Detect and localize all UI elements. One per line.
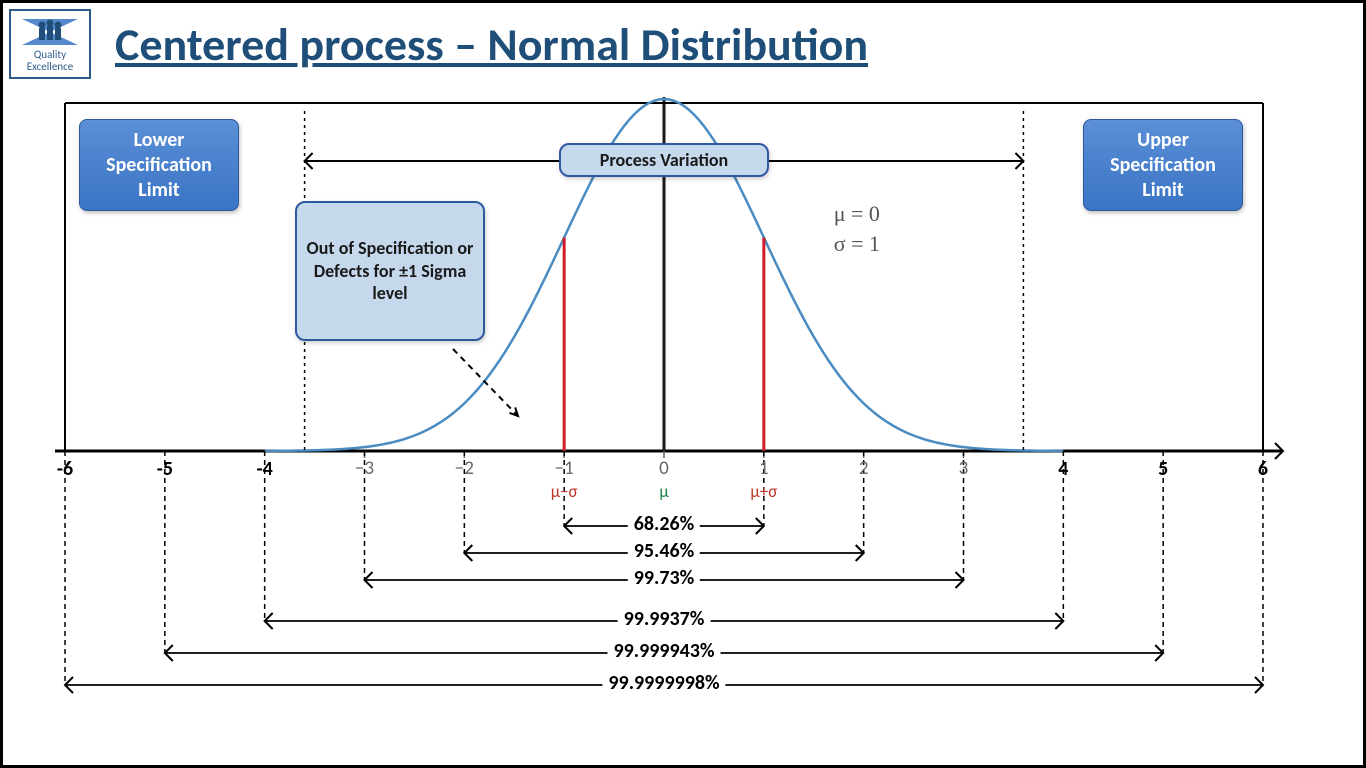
logo: QualityExcellence [9, 9, 91, 79]
page-title: Centered process – Normal Distribution [115, 17, 868, 73]
percent-label: 68.26% [628, 512, 700, 536]
process-variation-box: Process Variation [559, 143, 769, 177]
xtick-outer: 6 [1258, 457, 1268, 481]
xtick-outer: -6 [57, 457, 73, 481]
chart-area: -6 -5 -4 4 5 6 −3 −2 −1 0 1 2 3 μ−σ μ μ+σ 68.26% 95.46% 99… [43, 91, 1323, 751]
percent-label: 95.46% [628, 539, 700, 563]
lsl-box: LowerSpecificationLimit [79, 119, 239, 211]
slide: QualityExcellence Centered process – Nor… [0, 0, 1366, 768]
mu-label: μ [659, 481, 668, 502]
xtick-inner: 0 [659, 457, 669, 480]
xtick-inner: 1 [759, 457, 769, 480]
xtick-outer: 4 [1058, 457, 1068, 481]
xtick-outer: -4 [257, 457, 273, 481]
callout-box: Out of Specification or Defects for ±1 S… [295, 201, 485, 341]
logo-graphic [20, 15, 80, 49]
xtick-inner: 2 [859, 457, 869, 480]
mu-label: μ+σ [750, 481, 777, 502]
xtick-outer: 5 [1158, 457, 1168, 481]
mu-label: μ−σ [551, 481, 578, 502]
percent-label: 99.73% [628, 566, 700, 590]
xtick-outer: -5 [157, 457, 173, 481]
xtick-inner: −2 [455, 457, 474, 480]
percent-label: 99.9999998% [602, 671, 725, 695]
param-text: μ = 0σ = 1 [834, 199, 880, 258]
percent-label: 99.9937% [618, 607, 711, 631]
logo-text-2: Excellence [27, 60, 73, 73]
xtick-inner: 3 [959, 457, 969, 480]
xtick-inner: −1 [555, 457, 574, 480]
xtick-inner: −3 [355, 457, 374, 480]
percent-label: 99.999943% [607, 639, 720, 663]
logo-text-1: Quality [34, 48, 66, 61]
usl-box: UpperSpecificationLimit [1083, 119, 1243, 211]
